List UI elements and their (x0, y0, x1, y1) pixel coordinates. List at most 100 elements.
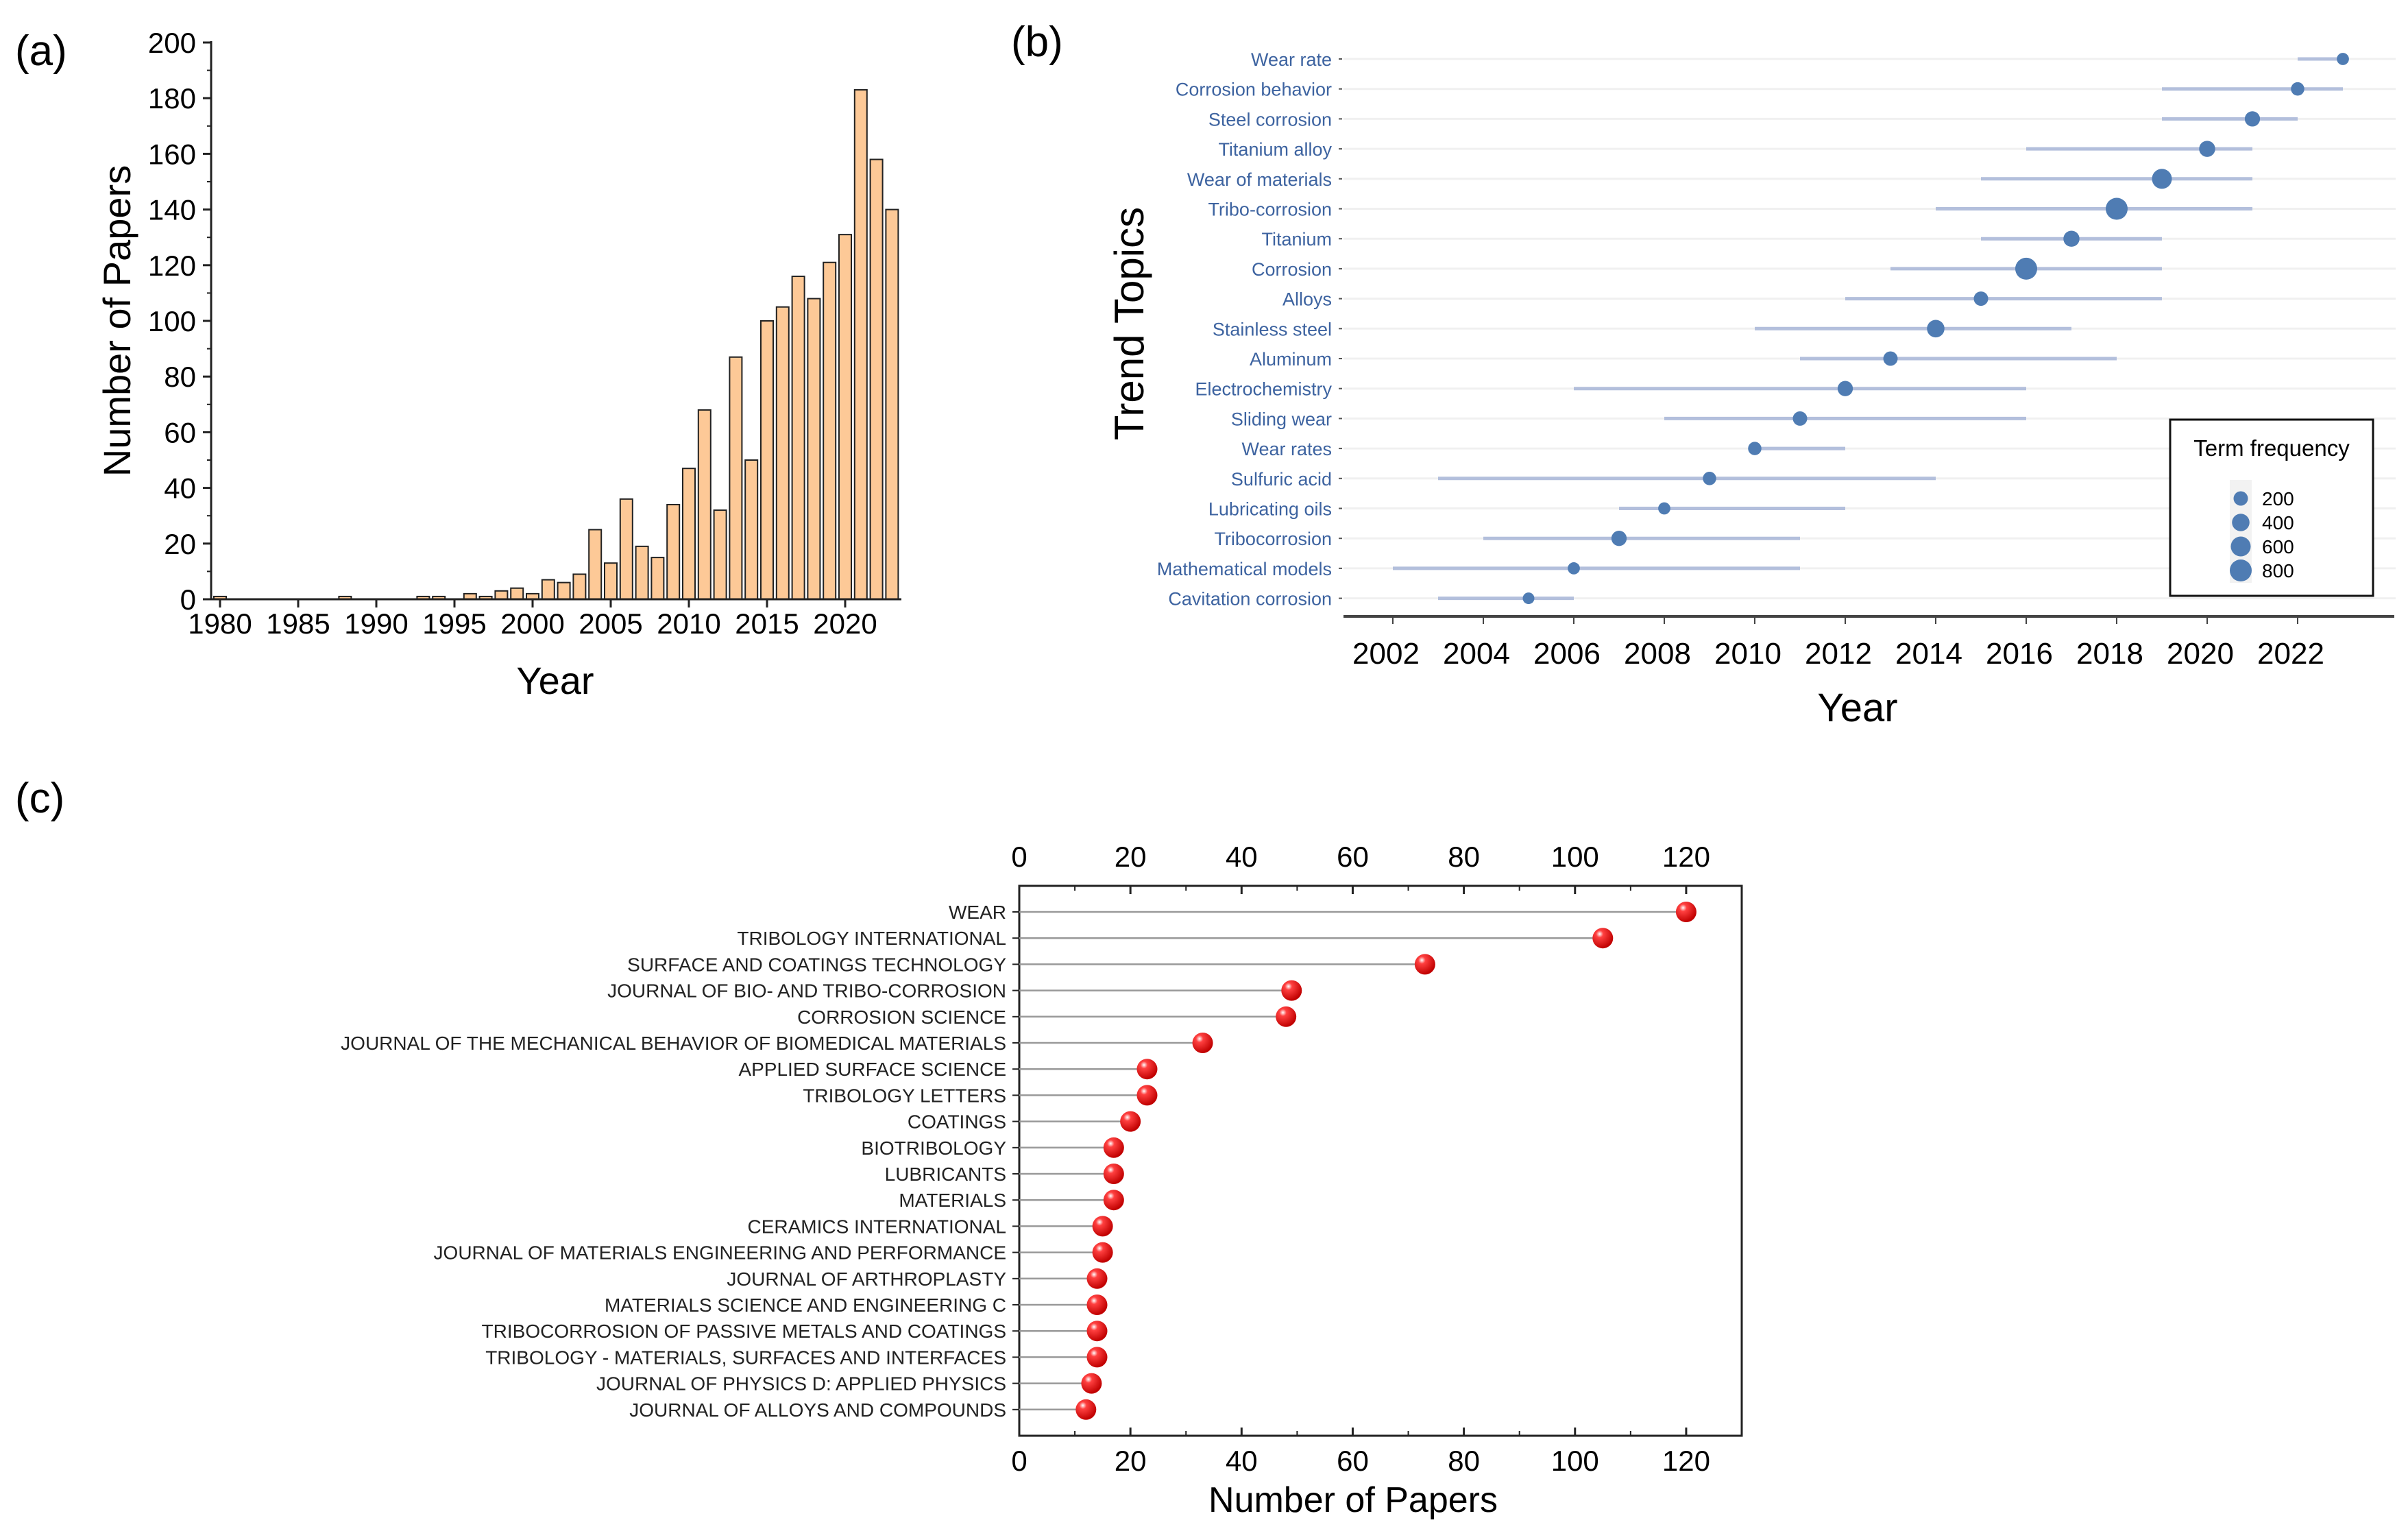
topic-point (2199, 141, 2215, 157)
journal-label: TRIBOCORROSION OF PASSIVE METALS AND COA… (482, 1321, 1006, 1342)
topic-point (1522, 592, 1535, 605)
x-tick-label: 1985 (266, 607, 330, 640)
lollipop-point (1592, 928, 1614, 949)
journal-label: CERAMICS INTERNATIONAL (747, 1216, 1006, 1237)
bar-2023 (885, 208, 899, 601)
topic-label: Wear rate (1251, 49, 1332, 70)
lollipop-point (1086, 1321, 1108, 1342)
topic-point (2337, 53, 2349, 65)
topic-point (1703, 472, 1716, 485)
journal-label: WEAR (949, 902, 1006, 923)
topic-point (2244, 111, 2261, 127)
topic-label: Wear of materials (1187, 169, 1332, 190)
x-axis-title: Year (516, 659, 594, 702)
journal-label: TRIBOLOGY INTERNATIONAL (737, 928, 1006, 949)
journal-label: JOURNAL OF PHYSICS D: APPLIED PHYSICS (596, 1373, 1006, 1395)
x-tick-label-bottom: 80 (1448, 1445, 1480, 1477)
topic-point (1883, 351, 1898, 366)
x-tick-label: 1980 (188, 607, 252, 640)
legend-dot (2233, 491, 2248, 506)
x-tick-label-top: 80 (1448, 841, 1480, 873)
journal-label: SURFACE AND COATINGS TECHNOLOGY (627, 954, 1006, 975)
legend-label: 800 (2262, 560, 2294, 581)
x-tick-label-bottom: 100 (1551, 1445, 1599, 1477)
topic-point (2152, 169, 2172, 189)
chart-c: 0 0 20 20 40 40 60 60 80 80 100 100 120 120 WEAR TRIBOL… (341, 841, 1743, 1520)
lollipop-point (1081, 1373, 1102, 1394)
x-tick-label: 2020 (813, 607, 877, 640)
x-tick-label: 2020 (2167, 637, 2234, 671)
lollipop-point (1086, 1268, 1108, 1289)
y-tick-label: 0 (180, 583, 196, 616)
topic-point (2063, 230, 2080, 247)
x-tick-label-top: 60 (1337, 841, 1369, 873)
lollipop-point (1092, 1242, 1113, 1263)
lollipop-point (1075, 1399, 1097, 1420)
bar-2013 (729, 356, 743, 601)
x-tick-label-top: 0 (1011, 841, 1027, 873)
panel-a-label: (a) (15, 27, 67, 75)
bar-2006 (619, 498, 633, 601)
bar-2003 (572, 573, 587, 601)
x-tick-label: 2014 (1895, 637, 1962, 671)
bar-1998 (494, 590, 509, 601)
x-tick-label: 1995 (422, 607, 486, 640)
topic-label: Sulfuric acid (1231, 469, 1332, 490)
topic-point (2015, 257, 2037, 280)
lollipop-point (1276, 1006, 1297, 1027)
bar-2015 (760, 320, 774, 600)
topic-label: Titanium alloy (1218, 139, 1332, 160)
x-tick-label: 2015 (735, 607, 799, 640)
x-tick-label: 2016 (1986, 637, 2053, 671)
legend-dot (2230, 536, 2251, 557)
x-tick-label: 2010 (657, 607, 720, 640)
x-tick-label-top: 20 (1115, 841, 1147, 873)
topic-label: Mathematical models (1157, 559, 1332, 579)
lollipop-point (1103, 1164, 1124, 1184)
topic-label: Steel corrosion (1208, 109, 1332, 130)
bar-1999 (510, 587, 524, 601)
bar-2011 (697, 409, 712, 600)
bar-2018 (807, 298, 821, 600)
journal-label: TRIBOLOGY - MATERIALS, SURFACES AND INTE… (485, 1347, 1006, 1368)
y-tick-label: 120 (148, 250, 196, 282)
chart-a: 0 20 40 60 80 100 120 140 160 180 200 1980 1985 1990 1… (95, 27, 901, 702)
y-tick-label: 20 (164, 528, 196, 560)
x-tick-label-top: 100 (1551, 841, 1599, 873)
x-tick-label: 2008 (1624, 637, 1691, 671)
topic-point (1837, 381, 1853, 396)
bar-2005 (604, 562, 618, 600)
journal-label: CORROSION SCIENCE (797, 1007, 1006, 1028)
legend-dot (2230, 559, 2252, 581)
topic-point (1658, 502, 1670, 515)
x-tick-label: 2010 (1714, 637, 1781, 671)
journal-label: LUBRICANTS (885, 1164, 1006, 1185)
bar-2008 (650, 557, 665, 600)
x-tick-label-bottom: 60 (1337, 1445, 1369, 1477)
bar-2017 (791, 276, 805, 600)
topic-point (1611, 531, 1627, 546)
x-tick-label: 1990 (344, 607, 408, 640)
journal-label: TRIBOLOGY LETTERS (803, 1085, 1006, 1106)
y-tick-label: 100 (148, 305, 196, 337)
x-tick-label: 2002 (1352, 637, 1420, 671)
topic-label: Electrochemistry (1195, 379, 1332, 400)
y-axis-title: Trend Topics (1106, 207, 1152, 440)
journal-label: MATERIALS SCIENCE AND ENGINEERING C (605, 1295, 1006, 1316)
journal-label: MATERIALS (899, 1190, 1006, 1211)
y-axis-title: Number of Papers (95, 165, 138, 477)
x-tick-label-bottom: 120 (1662, 1445, 1710, 1477)
legend-box (2169, 418, 2374, 597)
x-tick-label: 2022 (2257, 637, 2324, 671)
topic-label: Tribocorrosion (1214, 529, 1332, 549)
topic-label: Titanium (1261, 229, 1332, 250)
x-tick-label: 2018 (2076, 637, 2143, 671)
x-tick-label: 2006 (1533, 637, 1601, 671)
x-tick-label-top: 120 (1662, 841, 1710, 873)
bar-2001 (541, 579, 555, 601)
x-tick-label-bottom: 20 (1115, 1445, 1147, 1477)
journal-label: JOURNAL OF ARTHROPLASTY (727, 1268, 1006, 1290)
journal-label: JOURNAL OF ALLOYS AND COMPOUNDS (629, 1399, 1006, 1421)
topic-point (1748, 442, 1762, 455)
bar-2016 (775, 306, 790, 600)
